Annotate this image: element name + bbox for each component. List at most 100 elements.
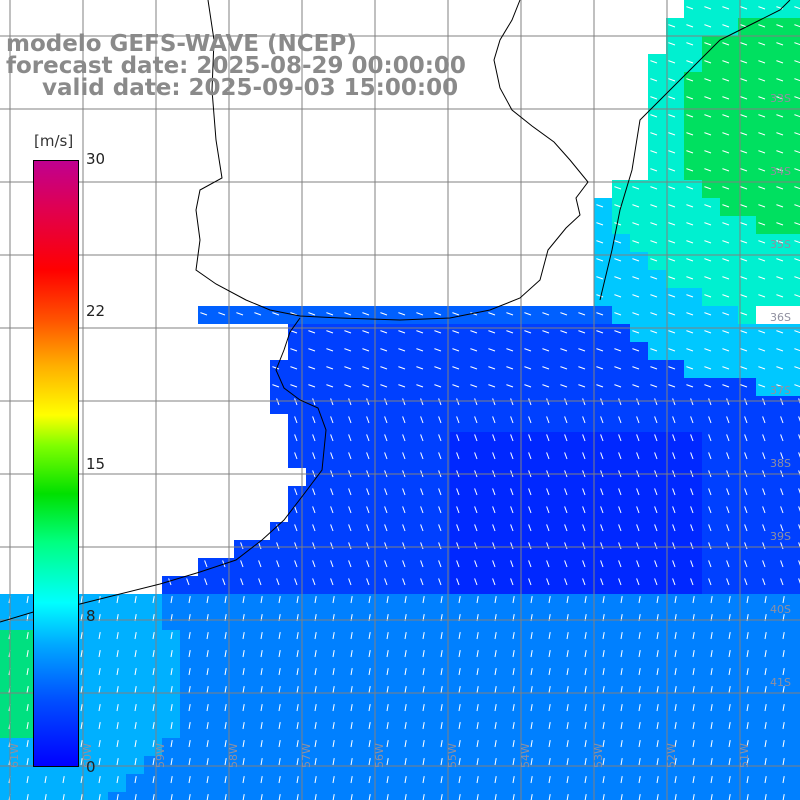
wind-arrow — [348, 434, 352, 442]
wind-cell — [792, 216, 800, 234]
wind-arrow — [782, 776, 785, 784]
wind-arrow — [116, 632, 119, 640]
wind-arrow — [758, 186, 766, 190]
wind-arrow — [762, 560, 766, 568]
wind-arrow — [674, 686, 677, 694]
wind-arrow — [116, 668, 119, 676]
wind-arrow — [546, 434, 550, 442]
wind-arrow — [740, 276, 748, 280]
wind-arrow — [312, 506, 316, 514]
wind-arrow — [746, 758, 749, 766]
wind-arrow — [470, 366, 478, 370]
wind-arrow — [386, 722, 389, 730]
wind-arrow — [380, 366, 388, 370]
wind-arrow — [530, 776, 533, 784]
wind-arrow — [636, 542, 640, 550]
wind-arrow — [404, 758, 407, 766]
wind-cell — [792, 666, 800, 684]
wind-arrow — [308, 348, 316, 352]
wind-cell — [396, 792, 414, 800]
wind-arrow — [470, 330, 478, 334]
wind-arrow — [708, 488, 712, 496]
wind-arrow — [170, 650, 173, 658]
wind-arrow — [528, 524, 532, 532]
wind-arrow — [776, 60, 784, 64]
wind-arrow — [776, 258, 784, 262]
wind-arrow — [692, 704, 695, 712]
wind-cell — [486, 792, 504, 800]
wind-arrow — [618, 542, 622, 550]
wind-arrow — [672, 560, 676, 568]
wind-arrow — [548, 704, 551, 712]
wind-cell — [792, 324, 800, 342]
wind-arrow — [170, 758, 173, 766]
wind-arrow — [762, 578, 766, 586]
wind-arrow — [686, 240, 694, 244]
wind-arrow — [440, 776, 443, 784]
wind-arrow — [618, 506, 622, 514]
wind-arrow — [326, 330, 334, 334]
wind-arrow — [350, 686, 353, 694]
wind-arrow — [116, 650, 119, 658]
wind-arrow — [764, 740, 767, 748]
wind-arrow — [524, 348, 532, 352]
wind-arrow — [548, 740, 551, 748]
wind-cell — [252, 792, 270, 800]
wind-arrow — [438, 488, 442, 496]
wind-arrow — [632, 366, 640, 370]
wind-arrow — [296, 596, 299, 604]
wind-arrow — [492, 452, 496, 460]
wind-arrow — [704, 258, 712, 262]
wind-arrow — [548, 632, 551, 640]
wind-arrow — [458, 740, 461, 748]
wind-arrow — [782, 632, 785, 640]
wind-arrow — [326, 366, 334, 370]
wind-arrow — [488, 312, 496, 316]
wind-arrow — [188, 776, 191, 784]
wind-arrow — [330, 452, 334, 460]
wind-arrow — [542, 348, 550, 352]
wind-arrow — [758, 114, 766, 118]
wind-arrow — [242, 596, 245, 604]
wind-arrow — [782, 704, 785, 712]
wind-arrow — [170, 740, 173, 748]
wind-arrow — [524, 384, 532, 388]
wind-arrow — [780, 398, 784, 406]
wind-arrow — [476, 704, 479, 712]
wind-arrow — [456, 416, 460, 424]
wind-arrow — [726, 542, 730, 550]
wind-cell — [792, 162, 800, 180]
wind-arrow — [744, 578, 748, 586]
wind-cell — [360, 792, 378, 800]
wind-arrow — [656, 704, 659, 712]
wind-arrow — [416, 348, 424, 352]
wind-arrow — [458, 758, 461, 766]
wind-arrow — [344, 348, 352, 352]
wind-arrow — [674, 722, 677, 730]
wind-arrow — [708, 416, 712, 424]
wind-arrow — [780, 506, 784, 514]
wind-arrow — [546, 452, 550, 460]
wind-cell — [792, 450, 800, 468]
wind-arrow — [566, 740, 569, 748]
wind-arrow — [510, 416, 514, 424]
wind-arrow — [332, 668, 335, 676]
wind-arrow — [582, 398, 586, 406]
wind-arrow — [476, 776, 479, 784]
wind-arrow — [668, 276, 676, 280]
wind-arrow — [294, 434, 298, 442]
wind-arrow — [674, 596, 677, 604]
wind-arrow — [380, 384, 388, 388]
wind-arrow — [776, 96, 784, 100]
wind-arrow — [650, 60, 658, 64]
wind-arrow — [258, 578, 262, 586]
wind-arrow — [708, 398, 712, 406]
wind-arrow — [330, 434, 334, 442]
wind-arrow — [650, 78, 658, 82]
wind-arrow — [758, 24, 766, 28]
wind-arrow — [314, 596, 317, 604]
wind-arrow — [758, 276, 766, 280]
wind-arrow — [722, 348, 730, 352]
wind-arrow — [326, 312, 334, 316]
wind-arrow — [350, 668, 353, 676]
